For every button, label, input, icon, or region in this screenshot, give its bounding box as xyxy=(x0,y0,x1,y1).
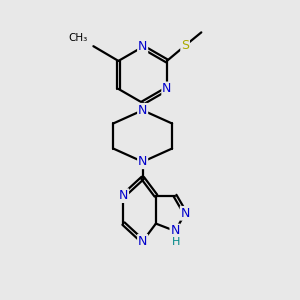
Text: N: N xyxy=(181,207,190,220)
Text: S: S xyxy=(181,39,189,52)
Text: CH₃: CH₃ xyxy=(69,33,88,43)
Text: N: N xyxy=(119,189,128,202)
Text: N: N xyxy=(138,104,147,117)
Text: N: N xyxy=(138,155,147,168)
Text: N: N xyxy=(162,82,172,95)
Text: H: H xyxy=(172,237,181,247)
Text: N: N xyxy=(138,235,147,248)
Text: N: N xyxy=(138,40,147,53)
Text: N: N xyxy=(170,224,180,238)
